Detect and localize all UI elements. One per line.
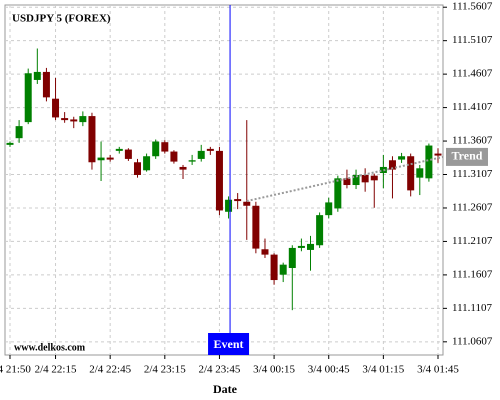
y-tick-label: 111.3607 <box>452 135 493 147</box>
x-tick-label: 2/4 23:45 <box>199 364 241 376</box>
candle-body <box>79 116 87 123</box>
candle-body <box>388 160 396 170</box>
candle-body <box>416 168 424 178</box>
candle-body <box>407 156 415 191</box>
candle-body <box>42 71 50 98</box>
candle-body <box>88 116 96 163</box>
candle-body <box>225 199 233 212</box>
y-tick-label: 111.3107 <box>452 168 493 180</box>
candle-body <box>161 142 169 152</box>
event-label: Event <box>214 337 244 351</box>
trend-line <box>246 155 444 203</box>
candle-body <box>115 148 123 151</box>
y-tick-label: 111.0607 <box>452 335 493 347</box>
y-tick-label: 111.2607 <box>452 202 493 214</box>
candle-body <box>179 166 187 170</box>
y-tick-label: 111.1607 <box>452 268 493 280</box>
candle-body <box>61 118 69 121</box>
candle-body <box>316 215 324 246</box>
x-tick-label: 3/4 00:45 <box>308 364 350 376</box>
candle-body <box>370 175 378 181</box>
x-tick-label: 2/4 22:45 <box>89 364 131 376</box>
x-tick-label: 2/4 21:50 <box>0 364 31 376</box>
x-tick-label: 3/4 01:45 <box>417 364 459 376</box>
plot-frame <box>4 4 444 356</box>
candle-body <box>197 150 205 159</box>
candle-body <box>70 119 78 122</box>
candle-body <box>188 160 196 162</box>
x-axis-label: Date <box>213 382 238 396</box>
event-label-box <box>208 333 250 355</box>
y-tick-label: 111.4607 <box>452 68 493 80</box>
y-tick-label: 111.5607 <box>452 1 493 13</box>
watermark: www.delkos.com <box>14 342 86 353</box>
candle-body <box>152 141 160 157</box>
candle-body <box>6 142 14 145</box>
trend-label-box <box>446 147 488 166</box>
candle-body <box>97 157 105 161</box>
candle-body <box>270 254 278 281</box>
candle-body <box>143 156 151 171</box>
candle-body <box>124 149 132 159</box>
chart-title: USDJPY 5 (FOREX) <box>12 13 111 25</box>
candle-body <box>334 178 342 209</box>
candle-body <box>252 205 260 249</box>
x-tick-label: 2/4 22:15 <box>35 364 77 376</box>
candle-body <box>261 249 269 255</box>
x-tick-label: 3/4 01:15 <box>362 364 404 376</box>
candle-body <box>206 148 214 151</box>
candle-body <box>52 98 60 118</box>
candle-body <box>243 201 251 206</box>
candle-body <box>288 247 296 269</box>
candle-body <box>24 73 32 123</box>
candle-body <box>307 243 315 250</box>
y-tick-label: 111.5107 <box>452 34 493 46</box>
candle-body <box>352 174 360 186</box>
candle-body <box>398 156 406 160</box>
candle-body <box>234 199 242 202</box>
candle-body <box>361 174 369 183</box>
candle-body <box>425 145 433 179</box>
candle-body <box>434 153 442 156</box>
candle-body <box>297 245 305 248</box>
candle-body <box>279 264 287 275</box>
candle-body <box>106 157 114 160</box>
candle-body <box>215 150 223 211</box>
candle-body <box>170 151 178 162</box>
candle-body <box>325 202 333 216</box>
y-tick-label: 111.4107 <box>452 101 493 113</box>
y-tick-label: 111.1107 <box>452 302 493 314</box>
candle-body <box>343 178 351 186</box>
candle-body <box>33 71 41 80</box>
trend-label: Trend <box>452 149 483 163</box>
y-tick-label: 111.2107 <box>452 235 493 247</box>
candle-body <box>15 126 23 139</box>
x-tick-label: 2/4 23:15 <box>144 364 186 376</box>
candle-body <box>133 162 141 175</box>
x-tick-label: 3/4 00:15 <box>253 364 295 376</box>
